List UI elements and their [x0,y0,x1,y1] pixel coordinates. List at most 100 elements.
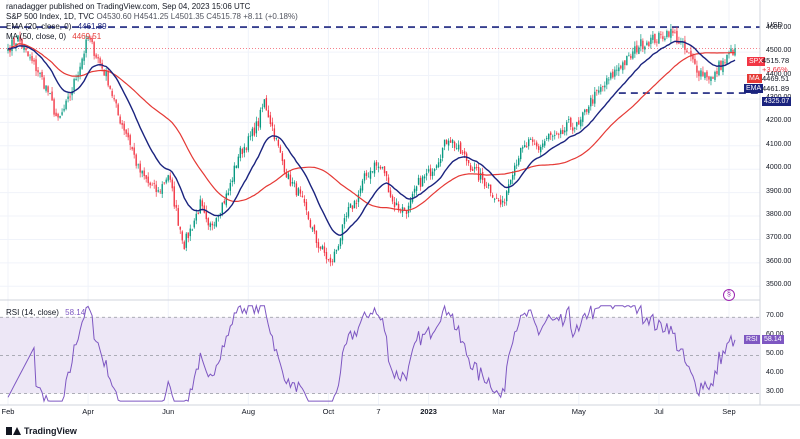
candle-body [141,170,143,174]
candle-body [299,189,302,194]
candle-body [686,50,688,53]
candle-body [596,90,598,91]
candle-body [694,58,696,64]
candle-body [187,232,189,239]
candle-body [662,36,664,40]
candle-body [574,127,576,129]
ema-20-line [7,40,736,237]
candle-body [393,201,396,208]
candle-body [117,104,119,116]
candle-body [27,51,29,57]
candle-body [319,246,322,249]
rsi-pane [0,316,760,394]
candle-body [584,109,586,113]
candle-body [345,216,348,218]
candle-body [231,180,234,183]
spx-tag: SPX [747,57,766,66]
candle-body [33,59,35,62]
candle-body [193,220,195,228]
candle-body [594,91,596,104]
candle-body [620,65,622,69]
candle-body [658,32,660,44]
candle-body [61,112,63,115]
ma-legend-label: MA (50, close, 0) [6,32,67,41]
candle-body [113,98,115,100]
candle-body [546,137,548,139]
candle-body [235,165,238,169]
candle-body [433,168,436,172]
candle-body [668,31,670,37]
tradingview-logo[interactable]: TradingView [6,426,77,436]
candle-body [443,139,446,147]
candle-body [315,230,318,243]
candle-body [233,165,236,182]
candle-body [381,167,384,169]
ma-tag: MA [747,74,762,83]
candle-body [243,146,246,153]
candle-body [375,162,378,166]
candle-body [151,184,153,186]
candle-body [149,182,151,186]
candle-body [121,122,123,125]
candle-body [449,140,452,143]
rsi-tick: 40.00 [766,369,784,377]
candle-body [493,198,496,200]
candle-body [598,90,600,93]
symbol-info-icon[interactable]: § [723,289,735,301]
candle-body [251,128,254,137]
candle-body [654,33,656,43]
candle-body [157,190,159,192]
time-tick: Oct [322,407,335,416]
candle-body [389,190,392,197]
candle-body [79,66,81,76]
candle-body [7,48,9,51]
time-tick: Aug [241,407,256,416]
candle-body [483,178,486,187]
candle-body [347,207,350,217]
candle-body [409,200,412,208]
time-tick: Sep [722,407,736,416]
candle-body [211,223,213,226]
ema-legend[interactable]: EMA (20, close, 0) 4461.89 [6,22,107,32]
candle-body [103,70,105,76]
candle-body [125,129,127,134]
candle-body [582,112,584,122]
candle-body [700,70,702,77]
rsi-legend-value: 58.14 [65,308,86,317]
candle-body [255,121,258,134]
symbol-line: S&P 500 Index, 1D, TVC O4530.60 H4541.25… [6,12,298,22]
candle-body [153,183,155,184]
candle-body [281,153,284,162]
candle-body [518,158,520,165]
candle-body [708,76,710,80]
price-tick: 3700.00 [766,234,792,242]
candle-body [415,186,418,191]
candle-body [109,85,111,89]
candle-body [511,175,514,180]
rsi-legend[interactable]: RSI (14, close) 58.14 [6,308,85,318]
candle-body [423,176,426,179]
candle-body [692,54,694,60]
candle-body [501,200,504,203]
candle-body [674,32,676,34]
candle-body [189,228,191,237]
ma-legend[interactable]: MA (50, close, 0) 4469.51 [6,32,101,42]
candle-body [640,39,642,47]
time-tick: Feb [1,407,15,416]
candle-body [552,135,554,137]
candle-body [556,133,558,135]
candle-body [323,246,326,253]
candle-body [147,176,149,184]
candle-body [351,205,354,210]
currency-label[interactable]: USD [767,20,783,29]
candle-body [385,171,388,177]
candle-body [257,121,260,127]
candle-body [405,211,408,214]
candle-body [684,40,686,50]
candle-body [554,135,556,136]
candle-body [205,210,207,220]
candle-body [217,216,219,218]
symbol-name[interactable]: S&P 500 Index, 1D, TVC [6,12,95,21]
candle-body [325,251,328,260]
candle-body [503,202,506,204]
